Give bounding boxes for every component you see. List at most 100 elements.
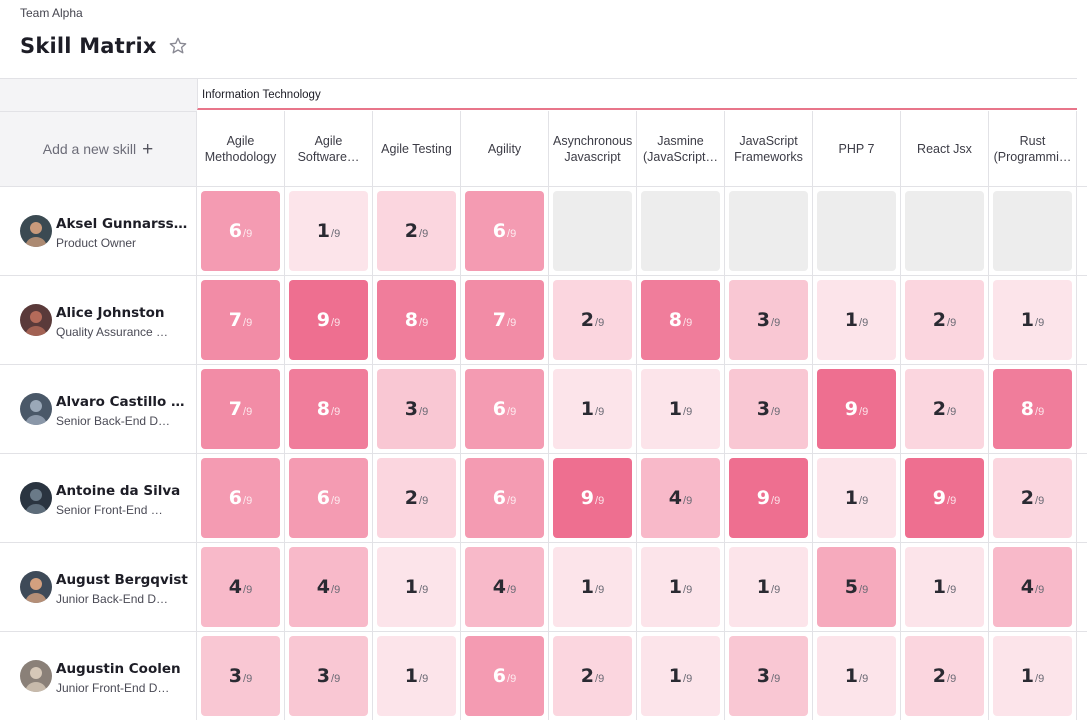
- skill-score-cell[interactable]: 2/9: [377, 458, 456, 538]
- skill-column-header[interactable]: Asynchronous Javascript: [549, 111, 637, 186]
- skill-score-cell[interactable]: 9/9: [817, 369, 896, 449]
- star-icon[interactable]: [168, 36, 188, 56]
- avatar: [20, 304, 52, 336]
- score-value: 9: [580, 487, 595, 509]
- skill-score-cell[interactable]: 2/9: [905, 636, 984, 716]
- skill-score-cell[interactable]: 6/9: [465, 458, 544, 538]
- skill-score-cell[interactable]: 6/9: [465, 636, 544, 716]
- skill-column-header[interactable]: PHP 7: [813, 111, 901, 186]
- skill-score-cell[interactable]: 9/9: [289, 280, 368, 360]
- person-role: Senior Back-End D…: [56, 414, 171, 428]
- skill-score-cell[interactable]: 1/9: [817, 458, 896, 538]
- skill-cell-container: 2/9: [901, 365, 989, 453]
- score-value: 6: [228, 220, 243, 242]
- skill-score-cell[interactable]: 1/9: [641, 636, 720, 716]
- skill-score-cell[interactable]: 6/9: [201, 458, 280, 538]
- score-max: /9: [683, 495, 693, 507]
- skill-score-cell[interactable]: 2/9: [993, 458, 1072, 538]
- skill-column-header[interactable]: Agile Testing: [373, 111, 461, 186]
- skill-score-cell[interactable]: 1/9: [993, 280, 1072, 360]
- skill-score-cell[interactable]: 2/9: [553, 280, 632, 360]
- empty-skill-cell[interactable]: [817, 191, 896, 271]
- skill-cell-container: [549, 187, 637, 275]
- score-value: 1: [580, 398, 595, 420]
- person-row: Alvaro Castillo … Senior Back-End D… 7/9 8/…: [0, 364, 1087, 453]
- score-max: /9: [771, 584, 781, 596]
- skill-score-cell[interactable]: 8/9: [641, 280, 720, 360]
- skill-score-cell[interactable]: 3/9: [377, 369, 456, 449]
- skill-score-cell[interactable]: 7/9: [201, 369, 280, 449]
- skill-score-cell[interactable]: 1/9: [993, 636, 1072, 716]
- skill-score-cell[interactable]: 6/9: [465, 369, 544, 449]
- skill-score-cell[interactable]: 1/9: [817, 636, 896, 716]
- skill-score-cell[interactable]: 8/9: [377, 280, 456, 360]
- person-info[interactable]: Alvaro Castillo … Senior Back-End D…: [0, 365, 197, 453]
- skill-cell-container: 2/9: [373, 454, 461, 542]
- skill-column-header[interactable]: Jasmine (JavaScript…: [637, 111, 725, 186]
- skill-score-cell[interactable]: 4/9: [201, 547, 280, 627]
- skill-score-cell[interactable]: 2/9: [905, 369, 984, 449]
- person-row: Aksel Gunnarss… Product Owner 6/9 1/9 2/9 6/9: [0, 186, 1087, 275]
- skill-score-cell[interactable]: 2/9: [553, 636, 632, 716]
- skill-score-cell[interactable]: 9/9: [905, 458, 984, 538]
- skill-score-cell[interactable]: 5/9: [817, 547, 896, 627]
- skill-score-cell[interactable]: 8/9: [289, 369, 368, 449]
- skill-score-cell[interactable]: 8/9: [993, 369, 1072, 449]
- skill-score-cell[interactable]: 1/9: [553, 369, 632, 449]
- empty-skill-cell[interactable]: [641, 191, 720, 271]
- skill-score-cell[interactable]: 1/9: [377, 547, 456, 627]
- skill-score-cell[interactable]: 1/9: [553, 547, 632, 627]
- skill-score-cell[interactable]: 6/9: [465, 191, 544, 271]
- skill-column-header[interactable]: Agility: [461, 111, 549, 186]
- skill-score-cell[interactable]: 1/9: [377, 636, 456, 716]
- person-info[interactable]: Augustin Coolen Junior Front-End D…: [0, 632, 197, 720]
- score-value: 1: [668, 665, 683, 687]
- empty-skill-cell[interactable]: [993, 191, 1072, 271]
- skill-column-header[interactable]: React Jsx: [901, 111, 989, 186]
- skill-column-header[interactable]: Agile Software…: [285, 111, 373, 186]
- skill-score-cell[interactable]: 1/9: [729, 547, 808, 627]
- skill-score-cell[interactable]: 1/9: [817, 280, 896, 360]
- skill-score-cell[interactable]: 4/9: [465, 547, 544, 627]
- empty-skill-cell[interactable]: [905, 191, 984, 271]
- category-header[interactable]: Information Technology: [197, 79, 1077, 110]
- person-info[interactable]: Aksel Gunnarss… Product Owner: [0, 187, 197, 275]
- team-name[interactable]: Team Alpha: [20, 6, 83, 20]
- skill-column-header[interactable]: Agile Methodology: [197, 111, 285, 186]
- skill-score-cell[interactable]: 3/9: [729, 280, 808, 360]
- skill-score-cell[interactable]: 7/9: [201, 280, 280, 360]
- skill-score-cell[interactable]: 4/9: [993, 547, 1072, 627]
- skill-cell-container: 8/9: [285, 365, 373, 453]
- skill-score-cell[interactable]: 1/9: [641, 547, 720, 627]
- skill-score-cell[interactable]: 9/9: [729, 458, 808, 538]
- skill-score-cell[interactable]: 4/9: [289, 547, 368, 627]
- person-info[interactable]: August Bergqvist Junior Back-End D…: [0, 543, 197, 631]
- skill-score-cell[interactable]: 6/9: [289, 458, 368, 538]
- score-value: 6: [492, 398, 507, 420]
- avatar: [20, 571, 52, 603]
- skill-score-cell[interactable]: 6/9: [201, 191, 280, 271]
- empty-skill-cell[interactable]: [729, 191, 808, 271]
- skill-cell-container: 4/9: [197, 543, 285, 631]
- skill-cell-container: 6/9: [197, 187, 285, 275]
- skill-column-header[interactable]: JavaScript Frameworks: [725, 111, 813, 186]
- skill-score-cell[interactable]: 7/9: [465, 280, 544, 360]
- skill-score-cell[interactable]: 1/9: [905, 547, 984, 627]
- skill-score-cell[interactable]: 3/9: [729, 369, 808, 449]
- empty-skill-cell[interactable]: [553, 191, 632, 271]
- person-info[interactable]: Antoine da Silva Senior Front-End …: [0, 454, 197, 542]
- skill-score-cell[interactable]: 2/9: [905, 280, 984, 360]
- skill-score-cell[interactable]: 1/9: [289, 191, 368, 271]
- skill-score-cell[interactable]: 4/9: [641, 458, 720, 538]
- skill-score-cell[interactable]: 3/9: [729, 636, 808, 716]
- skill-score-cell[interactable]: 3/9: [201, 636, 280, 716]
- add-skill-button[interactable]: Add a new skill +: [0, 111, 197, 186]
- person-row: Antoine da Silva Senior Front-End … 6/9 6/9…: [0, 453, 1087, 542]
- score-value: 7: [492, 309, 507, 331]
- skill-column-header[interactable]: Rust (Programmi…: [989, 111, 1077, 186]
- skill-score-cell[interactable]: 9/9: [553, 458, 632, 538]
- skill-score-cell[interactable]: 2/9: [377, 191, 456, 271]
- person-info[interactable]: Alice Johnston Quality Assurance …: [0, 276, 197, 364]
- skill-score-cell[interactable]: 3/9: [289, 636, 368, 716]
- skill-score-cell[interactable]: 1/9: [641, 369, 720, 449]
